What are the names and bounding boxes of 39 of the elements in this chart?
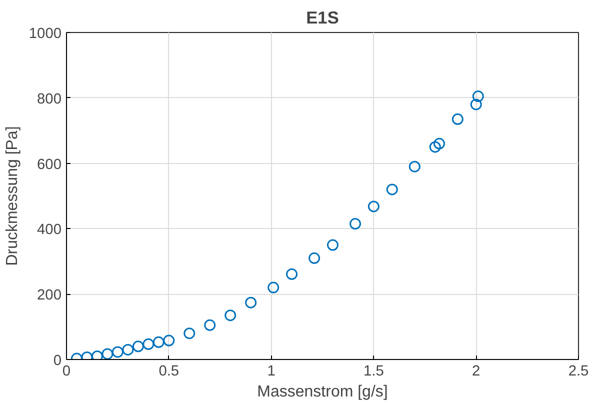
point	[224, 310, 236, 322]
point	[245, 296, 257, 308]
point	[268, 282, 280, 294]
point	[350, 218, 362, 230]
y-axis-title: Druckmessung [Pa]	[4, 126, 21, 266]
point	[452, 113, 464, 125]
point	[152, 336, 164, 348]
point	[112, 346, 124, 358]
x-tick-label: 0.5	[158, 364, 180, 380]
point	[122, 344, 134, 356]
point	[368, 200, 380, 212]
y-tick-label: 600	[37, 156, 62, 173]
point	[91, 350, 103, 360]
point	[386, 184, 398, 196]
x-tick-label: 2	[472, 364, 480, 380]
point	[286, 268, 298, 280]
x-tick-label: 1	[267, 364, 276, 380]
point	[408, 160, 420, 172]
point	[102, 348, 114, 360]
point	[429, 141, 441, 153]
y-tick-label: 200	[37, 288, 62, 304]
y-tick-label: 1000	[28, 26, 62, 42]
point	[470, 98, 482, 110]
point	[142, 338, 154, 350]
point	[184, 328, 196, 340]
x-axis-title: Massenstrom [g/s]	[257, 384, 388, 400]
point	[308, 252, 320, 264]
point	[433, 138, 445, 150]
chart-title: E1S	[306, 8, 339, 28]
point	[326, 239, 338, 251]
x-tick-label: 1.5	[364, 364, 384, 380]
y-tick-label: 800	[37, 91, 62, 108]
point	[472, 90, 484, 102]
point	[204, 319, 216, 331]
x-tick-label: 2.5	[568, 364, 589, 380]
point	[163, 334, 175, 346]
y-tick-label: 0	[53, 353, 62, 369]
y-tick-label: 400	[37, 222, 62, 238]
point	[132, 340, 144, 352]
